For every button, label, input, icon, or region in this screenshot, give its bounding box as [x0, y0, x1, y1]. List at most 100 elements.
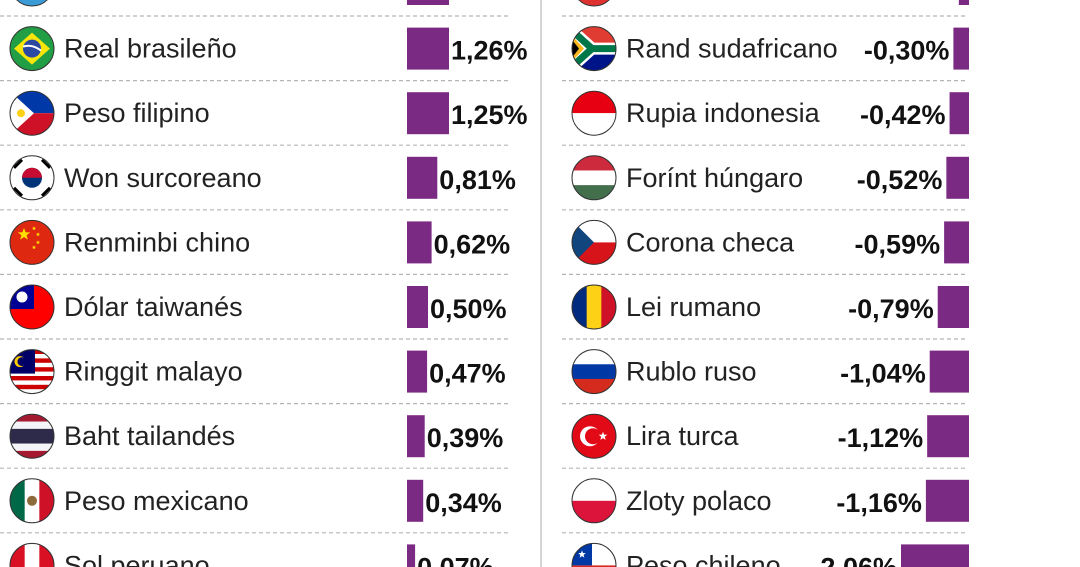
value-label: 1,25%: [451, 100, 528, 130]
south-korea-flag-icon: [9, 155, 55, 201]
currency-name: Zloty polaco: [626, 486, 772, 516]
currency-name: Lira turca: [626, 421, 740, 451]
mexico-flag-icon: [9, 478, 55, 524]
currency-row: Renminbi chino 0,62%: [0, 219, 511, 275]
currency-row: 5,77%: [0, 0, 528, 17]
currency-row: Rublo ruso -1,04%: [562, 349, 969, 405]
value-bar: [946, 156, 969, 199]
value-label: -0,13%: [869, 0, 955, 1]
turkey-flag-icon: [571, 413, 617, 459]
currency-row: Corona checa -0,59%: [562, 219, 969, 275]
value-label: 0,34%: [425, 488, 502, 518]
currency-name: Ringgit malayo: [64, 357, 243, 387]
currency-name: Won surcoreano: [64, 163, 262, 193]
value-label: 0,47%: [429, 359, 506, 389]
currency-row: Peso filipino 1,25%: [0, 90, 528, 146]
value-bar: [407, 350, 428, 393]
value-label: 5,77%: [451, 0, 528, 1]
currency-row: Peso chileno -2,06%: [571, 542, 969, 567]
currency-row: Rand sudafricano -0,30%: [562, 26, 969, 82]
left-column: 5,77% Real brasileño 1,26% Peso filipino 1,2…: [0, 0, 528, 567]
currency-name: Real brasileño: [64, 34, 237, 64]
currency-name: Lei rumano: [626, 292, 761, 322]
czech-flag-icon: [571, 219, 617, 265]
taiwan-flag-icon: [9, 284, 55, 330]
value-label: -0,59%: [855, 229, 941, 259]
currency-row: -0,13%: [562, 0, 969, 17]
flag-red-partial-icon: [572, 0, 616, 7]
flag-blue-partial-icon: [10, 0, 54, 7]
value-bar: [944, 221, 969, 264]
value-label: 0,07%: [417, 552, 494, 567]
currency-name: Rand sudafricano: [626, 34, 838, 64]
currency-name: Sol peruano: [64, 550, 210, 567]
currency-row: Lei rumano -0,79%: [562, 284, 969, 340]
currency-row: Peso mexicano 0,34%: [0, 478, 510, 534]
value-label: 0,50%: [430, 294, 507, 324]
currency-name: Corona checa: [626, 227, 795, 257]
value-bar: [958, 0, 969, 5]
currency-name: Rupia indonesia: [626, 98, 821, 128]
currency-name: Rublo ruso: [626, 357, 757, 387]
currency-row: Real brasileño 1,26%: [0, 26, 528, 82]
currency-name: Peso filipino: [64, 98, 210, 128]
chile-flag-icon: [571, 542, 617, 567]
south-africa-flag-icon: [571, 26, 617, 72]
china-flag-icon: [9, 219, 55, 265]
hungary-flag-icon: [571, 155, 617, 201]
right-column: -0,13% Rand sudafricano -0,30% Rupia indone…: [562, 0, 969, 567]
value-bar: [927, 415, 969, 458]
value-label: -0,79%: [848, 294, 934, 324]
value-label: -1,04%: [840, 359, 926, 389]
value-label: -2,06%: [811, 552, 897, 567]
currency-row: Ringgit malayo 0,47%: [0, 349, 510, 405]
value-bar: [407, 544, 416, 567]
value-bar: [407, 92, 449, 135]
romania-flag-icon: [571, 284, 617, 330]
value-label: -0,42%: [860, 100, 946, 130]
russia-flag-icon: [571, 349, 617, 395]
value-bar: [929, 350, 969, 393]
peru-flag-icon: [9, 542, 55, 567]
value-label: 1,26%: [451, 36, 528, 66]
value-bar: [407, 221, 432, 264]
poland-flag-icon: [571, 478, 617, 524]
currency-name: Dólar taiwanés: [64, 292, 243, 322]
value-label: 0,39%: [427, 423, 504, 453]
value-label: -0,52%: [857, 165, 943, 195]
currency-row: Won surcoreano 0,81%: [0, 155, 516, 211]
value-bar: [937, 286, 969, 328]
thailand-flag-icon: [9, 413, 55, 459]
value-label: -1,16%: [836, 488, 922, 518]
brazil-flag-icon: [9, 26, 55, 72]
value-label: 0,62%: [434, 229, 511, 259]
value-bar: [949, 92, 969, 135]
value-bar: [407, 479, 424, 522]
currency-name: Baht tailandés: [64, 421, 235, 451]
value-bar: [407, 156, 438, 199]
value-bar: [901, 544, 969, 567]
value-bar: [953, 27, 969, 70]
currency-row: Dólar taiwanés 0,50%: [0, 284, 510, 340]
currency-row: Rupia indonesia -0,42%: [562, 90, 969, 146]
currency-row: Lira turca -1,12%: [562, 413, 969, 469]
currency-row: Forínt húngaro -0,52%: [562, 155, 969, 211]
currency-name: Renminbi chino: [64, 227, 250, 257]
currency-row: Zloty polaco -1,16%: [562, 478, 969, 534]
value-label: -1,12%: [838, 423, 924, 453]
value-bar: [407, 27, 449, 70]
value-bar: [407, 0, 449, 5]
value-label: 0,81%: [439, 165, 516, 195]
indonesia-flag-icon: [571, 90, 617, 136]
currency-name: Peso mexicano: [64, 486, 249, 516]
value-bar: [407, 415, 425, 458]
philippines-flag-icon: [9, 90, 55, 136]
currency-row: Sol peruano 0,07%: [9, 542, 494, 567]
value-bar: [925, 479, 969, 522]
currency-name: Forínt húngaro: [626, 163, 803, 193]
value-label: -0,30%: [864, 36, 950, 66]
value-bar: [407, 286, 428, 328]
currency-row: Baht tailandés 0,39%: [0, 413, 510, 469]
currency-name: Peso chileno: [626, 550, 781, 567]
